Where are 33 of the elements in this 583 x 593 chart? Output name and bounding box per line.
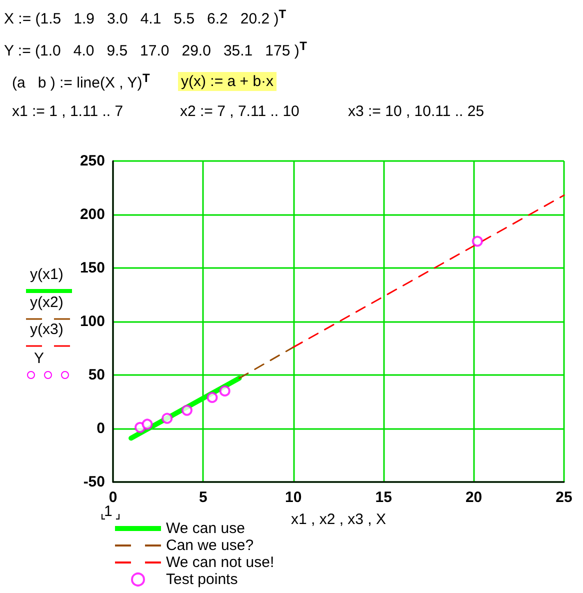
x-tick-label: 5 [199,489,208,506]
text: x1 := 1 , 1.11 .. 7 [12,103,124,120]
legend-label: Can we use? [166,537,254,554]
point [181,404,192,416]
text: y(x1) [30,266,64,283]
text: y(x3) [30,321,64,338]
x-tick-label: 15 [375,489,392,506]
y-tick-label: 0 [96,420,105,437]
text: y(x) := a + b·x [181,73,274,90]
point [142,418,153,430]
y-tick-label: 100 [80,313,105,330]
y-tick-label: 200 [80,206,105,223]
point [219,385,230,396]
point [162,412,173,424]
text: x2 := 7 , 7.11 .. 10 [180,103,300,120]
point [472,236,483,247]
x-axis-title: x1 , x2 , x3 , X [290,511,386,528]
legend-label: We can not use! [166,554,274,571]
y-tick-label: 250 [80,152,105,170]
x-tick-label: 20 [465,489,482,506]
legend-label: Test points [166,571,238,588]
y-tick-label: 150 [80,260,105,276]
legend-label: We can use [166,520,245,537]
y-tick-label: 50 [88,366,105,384]
text: x3 := 10 , 10.11 .. 25 [348,103,484,120]
x-tick-label: 25 [556,489,572,506]
x-tick-label: 0 [108,489,118,506]
x-tick-label: 10 [285,489,302,506]
y-tick-label: -50 [83,474,105,490]
text: Y [34,350,44,367]
point [206,392,218,403]
text: 1 [104,503,112,520]
text: y(x2) [30,294,64,311]
